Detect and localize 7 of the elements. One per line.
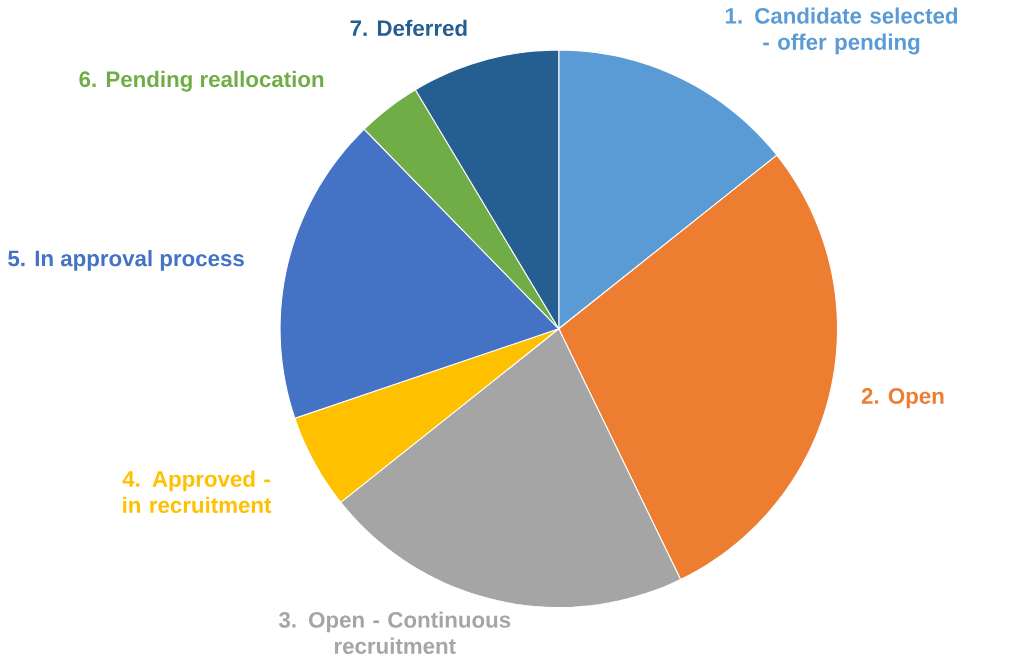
slice-label: 3. Open - Continuous recruitment xyxy=(278,611,511,654)
slice-label: 5. In approval process xyxy=(8,249,244,271)
slice-label: 6. Pending reallocation xyxy=(79,70,324,92)
slice-label: 1. Candidate selected - offer pending xyxy=(725,7,958,55)
slice-label: 2. Open xyxy=(861,387,944,409)
slice-label: 4. Approved - in recruitment xyxy=(122,470,272,513)
slice-label: 7. Deferred xyxy=(350,19,467,36)
